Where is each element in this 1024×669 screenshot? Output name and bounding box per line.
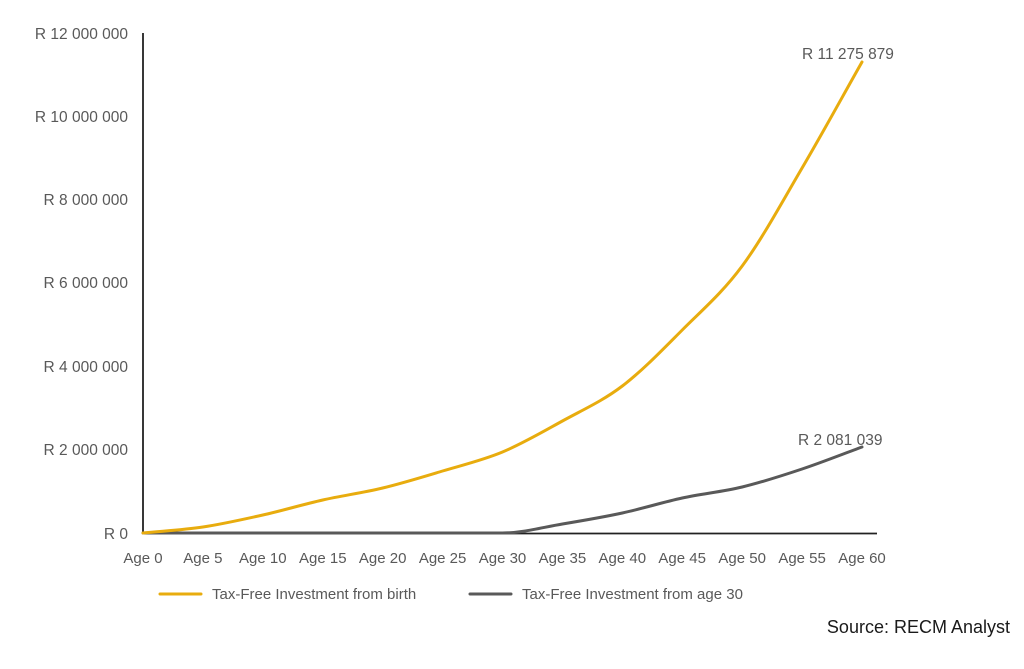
svg-text:R 11 275 879: R 11 275 879 [802, 46, 894, 63]
svg-text:R 2 081 039: R 2 081 039 [798, 432, 882, 449]
svg-text:Age 15: Age 15 [299, 550, 347, 567]
svg-text:Age 10: Age 10 [239, 550, 287, 567]
svg-text:Tax-Free Investment from birth: Tax-Free Investment from birth [212, 586, 416, 603]
svg-text:R 4 000 000: R 4 000 000 [44, 359, 129, 376]
svg-text:Age 60: Age 60 [838, 550, 886, 567]
svg-text:Source: RECM Analyst: Source: RECM Analyst [827, 617, 1010, 637]
svg-text:Age 35: Age 35 [539, 550, 587, 567]
svg-text:Age 45: Age 45 [658, 550, 706, 567]
svg-text:Age 20: Age 20 [359, 550, 407, 567]
svg-text:Age 55: Age 55 [778, 550, 826, 567]
svg-text:R 10 000 000: R 10 000 000 [35, 109, 128, 126]
svg-text:Age 0: Age 0 [123, 550, 162, 567]
svg-text:R 12 000 000: R 12 000 000 [35, 26, 128, 43]
svg-text:R 2 000 000: R 2 000 000 [44, 442, 129, 459]
svg-text:Age 50: Age 50 [718, 550, 766, 567]
svg-text:R 8 000 000: R 8 000 000 [44, 192, 129, 209]
svg-text:Age 40: Age 40 [599, 550, 647, 567]
svg-text:R 6 000 000: R 6 000 000 [44, 275, 129, 292]
svg-text:Age 5: Age 5 [183, 550, 222, 567]
svg-text:Tax-Free Investment from age 3: Tax-Free Investment from age 30 [522, 586, 743, 603]
svg-text:Age 25: Age 25 [419, 550, 467, 567]
svg-text:Age 30: Age 30 [479, 550, 527, 567]
svg-text:R 0: R 0 [104, 526, 129, 543]
